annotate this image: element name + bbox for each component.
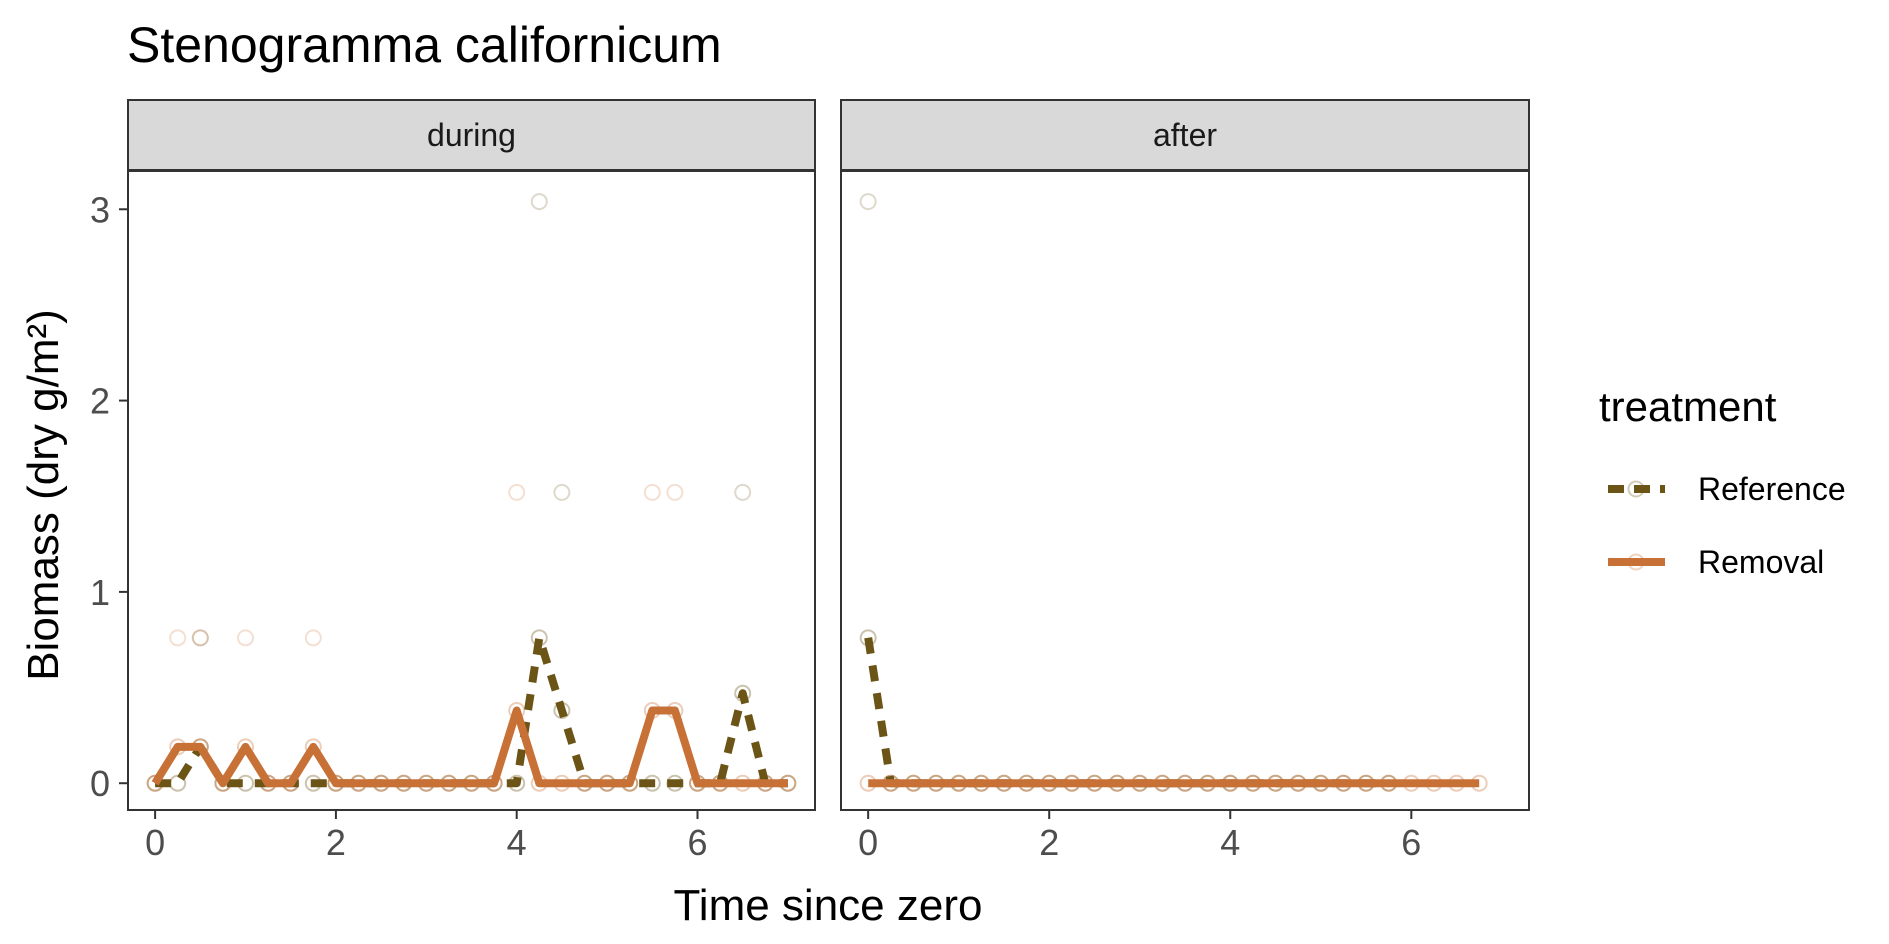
line-removal xyxy=(151,706,788,788)
point-removal xyxy=(666,483,684,501)
point-removal xyxy=(191,629,209,647)
strip-during xyxy=(127,99,816,171)
panel-border xyxy=(127,170,816,811)
point-reference xyxy=(191,629,209,647)
point-removal xyxy=(304,629,322,647)
strip-label-after: after xyxy=(1153,117,1217,153)
plot-area-after xyxy=(841,171,1529,810)
x-tick-label: 6 xyxy=(687,822,707,863)
y-tick-label: 2 xyxy=(90,381,110,422)
x-tick-label: 0 xyxy=(145,822,165,863)
legend-label-removal: Removal xyxy=(1698,544,1824,580)
panel-border xyxy=(840,170,1530,811)
point-reference xyxy=(530,193,548,211)
legend-title: treatment xyxy=(1599,383,1777,430)
strip-after xyxy=(840,99,1530,171)
x-tick-label: 6 xyxy=(1401,822,1421,863)
x-tick-label: 0 xyxy=(858,822,878,863)
line-reference xyxy=(155,633,788,788)
legend-item-removal: Removal xyxy=(1608,544,1824,580)
y-axis-title: Biomass (dry g/m²) xyxy=(19,309,68,681)
panel-after: after 0 2 4 6 xyxy=(840,99,1530,863)
strip-label-during: during xyxy=(427,117,516,153)
point-reference xyxy=(859,193,877,211)
x-tick-label: 4 xyxy=(1220,822,1240,863)
x-tick-label: 2 xyxy=(326,822,346,863)
panel-during: during 0 2 4 6 0 1 2 3 xyxy=(90,99,816,863)
panels: during 0 2 4 6 0 1 2 3 after 0 2 4 6 xyxy=(90,99,1530,863)
point-removal xyxy=(508,483,526,501)
point-removal xyxy=(169,629,187,647)
point-reference xyxy=(734,483,752,501)
x-tick-label: 4 xyxy=(507,822,527,863)
y-tick-label: 0 xyxy=(90,763,110,804)
legend-label-reference: Reference xyxy=(1698,471,1846,507)
x-axis-title: Time since zero xyxy=(674,881,983,930)
point-reference xyxy=(553,483,571,501)
x-tick-label: 2 xyxy=(1039,822,1059,863)
legend: treatment Reference Removal xyxy=(1599,383,1846,580)
plot-area-during xyxy=(128,171,815,810)
legend-item-reference: Reference xyxy=(1608,471,1846,507)
point-removal xyxy=(237,629,255,647)
y-tick-label: 3 xyxy=(90,189,110,230)
chart-title: Stenogramma californicum xyxy=(127,17,722,73)
y-tick-label: 1 xyxy=(90,572,110,613)
point-removal xyxy=(643,483,661,501)
